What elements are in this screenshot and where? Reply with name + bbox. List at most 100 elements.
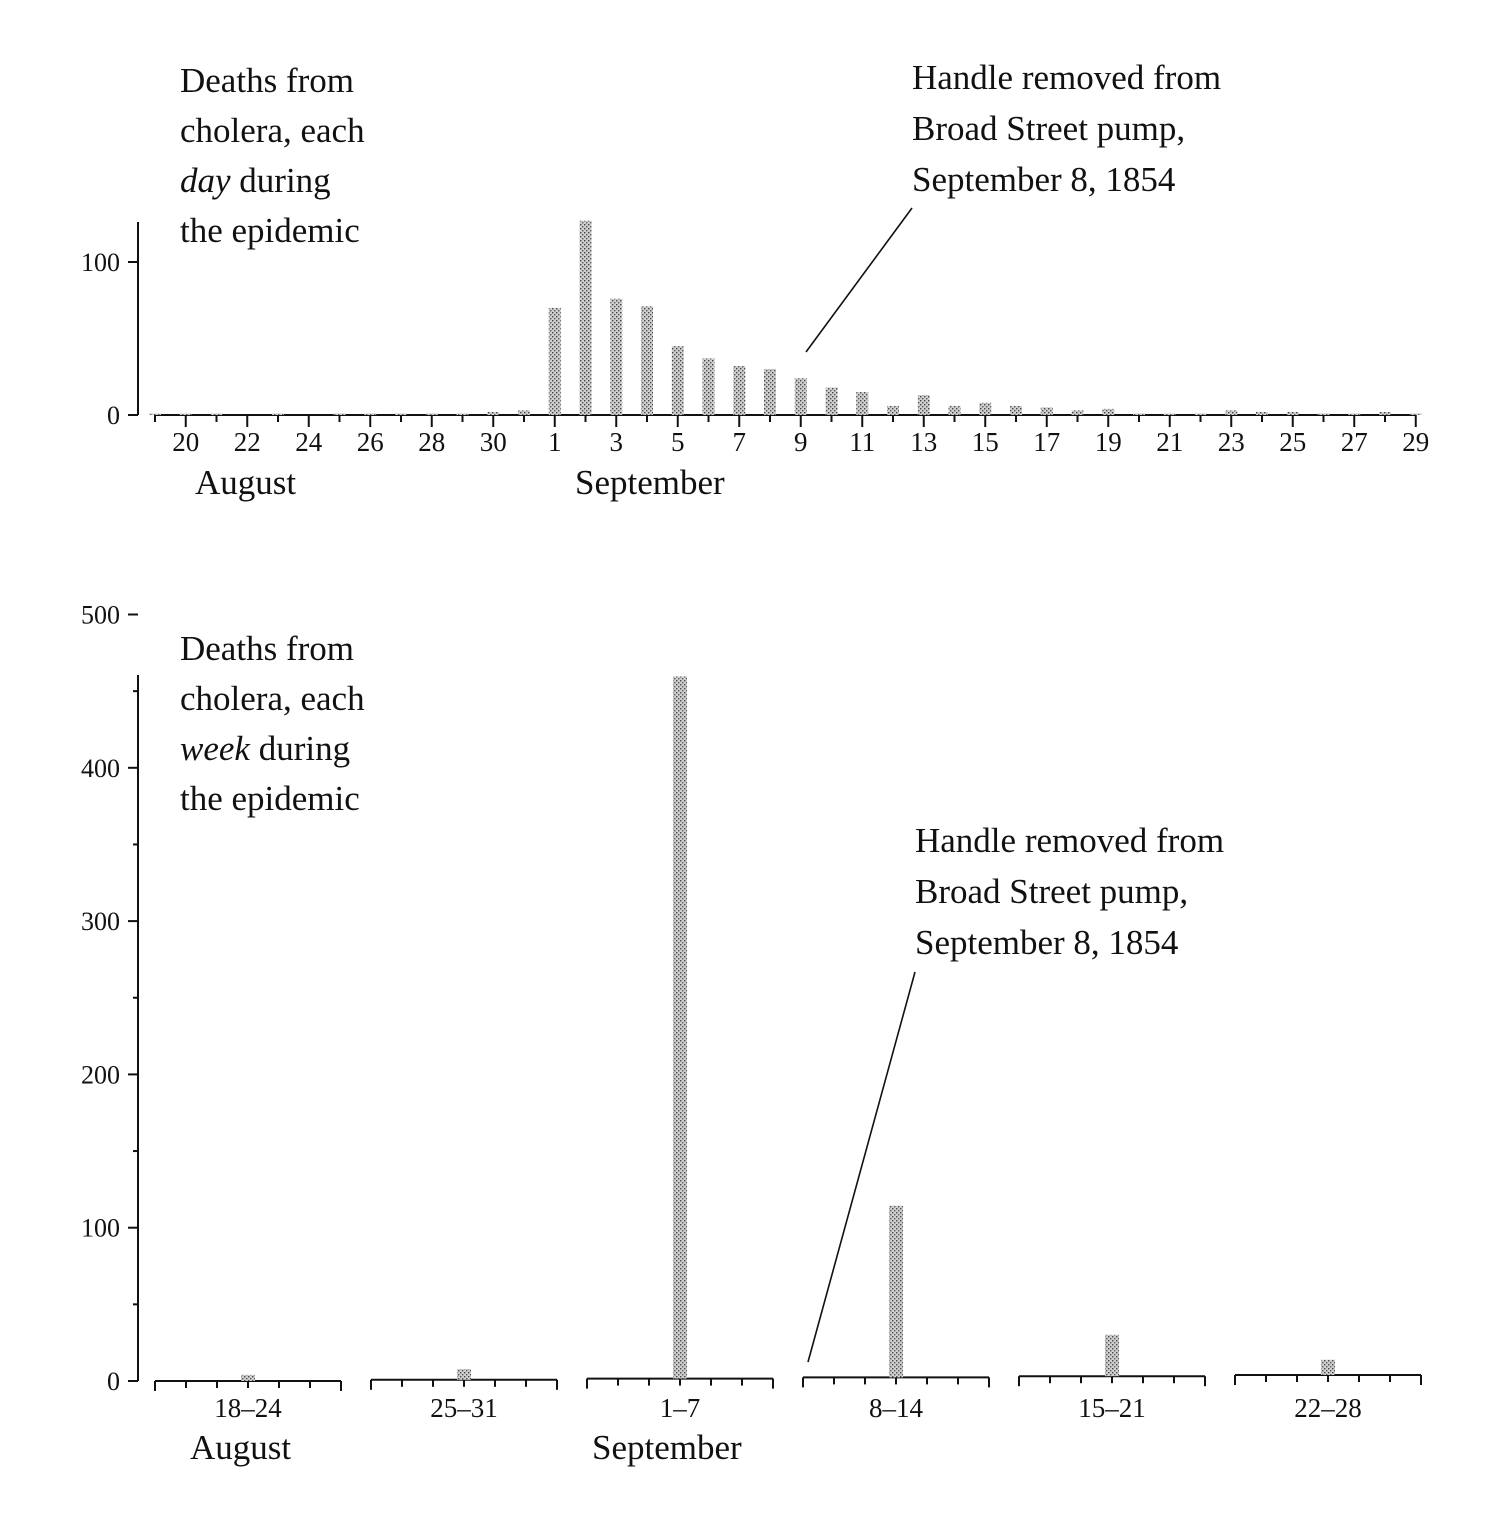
daily-bar [425,413,438,415]
weekly-annotation-leader [807,971,916,1363]
daily-bar [487,411,500,415]
daily-bar [1040,407,1053,415]
daily-annotation-line-3: September 8, 1854 [912,160,1175,199]
daily-annotation-leader [805,207,913,353]
daily-bar [948,405,961,415]
daily-month-labels: August September [195,463,725,502]
daily-bar [979,402,992,415]
daily-bar [1317,413,1330,415]
daily-x-tick-label: 24 [295,427,323,457]
weekly-bar [673,676,687,1379]
daily-bar [641,306,653,415]
weekly-x-tick-label: 15–21 [1078,1393,1146,1423]
daily-deaths-chart: Deaths from cholera, each day during the… [81,58,1429,502]
weekly-x-tick-label: 8–14 [869,1393,924,1423]
weekly-y-tick-label: 100 [81,1214,120,1243]
daily-annotation-line-2: Broad Street pump, [912,109,1185,148]
weekly-x-tick-label: 25–31 [430,1393,498,1423]
daily-bar [1133,413,1145,415]
daily-x-tick-label: 20 [172,427,199,457]
daily-bar [364,413,377,415]
daily-title-emphasis: day [180,161,231,200]
weekly-bar [457,1369,471,1380]
daily-x-tick-label: 25 [1279,427,1306,457]
daily-x-tick-label: 3 [610,427,624,457]
daily-x-tick-label: 23 [1218,427,1245,457]
daily-annotation-line-1: Handle removed from [912,58,1221,97]
daily-bar [272,413,284,415]
daily-x-tick-label: 22 [234,427,261,457]
daily-x-tick-label: 27 [1341,427,1368,457]
daily-bar [1409,413,1422,415]
daily-title-line-3-rest: during [239,161,330,200]
weekly-bar [241,1374,255,1381]
weekly-title-line-4: the epidemic [180,779,360,818]
weekly-annotation-line-2: Broad Street pump, [915,872,1188,911]
daily-bar [1010,405,1022,415]
daily-bar [610,298,623,415]
daily-x-tick-label: 9 [794,427,808,457]
daily-bar [1102,408,1115,415]
daily-title: Deaths from cholera, each day during the… [180,61,365,250]
daily-title-line-1: Deaths from [180,61,354,100]
daily-bar [671,346,684,415]
weekly-month-labels: August September [190,1428,742,1467]
daily-x-axis: 20 22 24 26 28 30 1 3 5 7 9 11 13 15 17 19 21 23 25 27 29 [154,414,1429,457]
daily-title-line-2: cholera, each [180,111,365,150]
daily-x-tick-label: 5 [671,427,685,457]
weekly-x-axis: 18–24 25–31 1–7 8–14 15–21 22–28 [154,1374,1422,1423]
weekly-y-axis: 0 100 200 300 400 500 [81,601,139,1396]
daily-bar [887,405,899,415]
daily-x-tick-label: 21 [1156,427,1183,457]
daily-bar [1163,413,1176,415]
weekly-annotation-line-3: September 8, 1854 [915,923,1178,962]
daily-bar [1256,411,1268,415]
daily-bar [210,413,223,415]
daily-x-tick-label: 28 [418,427,445,457]
daily-title-line-3: day during [180,161,331,200]
daily-x-tick-label: 30 [480,427,507,457]
daily-bar [825,387,838,415]
daily-month-august: August [195,463,296,502]
daily-bars [149,220,1422,415]
daily-x-tick-label: 15 [972,427,999,457]
daily-bar [917,395,930,415]
weekly-x-tick-label: 1–7 [660,1393,701,1423]
weekly-bars [241,676,1335,1381]
weekly-y-tick-label: 300 [81,907,120,936]
weekly-title-emphasis: week [180,729,251,768]
daily-bar [579,220,592,415]
weekly-bar [889,1205,903,1378]
weekly-x-tick-label: 18–24 [214,1393,282,1423]
daily-x-tick-label: 19 [1095,427,1122,457]
weekly-title: Deaths from cholera, each week during th… [180,629,365,818]
weekly-title-line-3: week during [180,729,350,768]
daily-bar [1379,411,1391,415]
weekly-y-tick-label: 0 [107,1367,120,1396]
daily-bar [179,413,192,415]
daily-bar [1225,410,1238,415]
daily-bar [149,413,161,415]
weekly-title-line-1: Deaths from [180,629,354,668]
weekly-x-tick-label: 22–28 [1294,1393,1362,1423]
daily-x-tick-label: 13 [910,427,937,457]
daily-x-tick-label: 17 [1033,427,1060,457]
daily-bar [856,392,869,415]
daily-y-axis: 0 100 [81,222,139,430]
weekly-y-tick-label: 400 [81,754,120,783]
weekly-title-line-3-rest: during [259,729,350,768]
daily-y-tick-label: 0 [107,401,120,430]
weekly-annotation-line-1: Handle removed from [915,821,1224,860]
daily-month-september: September [575,463,725,502]
daily-bar [1071,410,1084,415]
daily-bar [794,378,807,415]
daily-x-tick-label: 11 [849,427,875,457]
daily-bar [1286,411,1299,415]
weekly-title-line-2: cholera, each [180,679,365,718]
weekly-y-tick-label: 500 [81,601,120,630]
daily-bar [395,413,407,415]
daily-x-tick-label: 1 [548,427,562,457]
daily-bar [733,366,746,415]
weekly-annotation: Handle removed from Broad Street pump, S… [807,821,1224,1363]
